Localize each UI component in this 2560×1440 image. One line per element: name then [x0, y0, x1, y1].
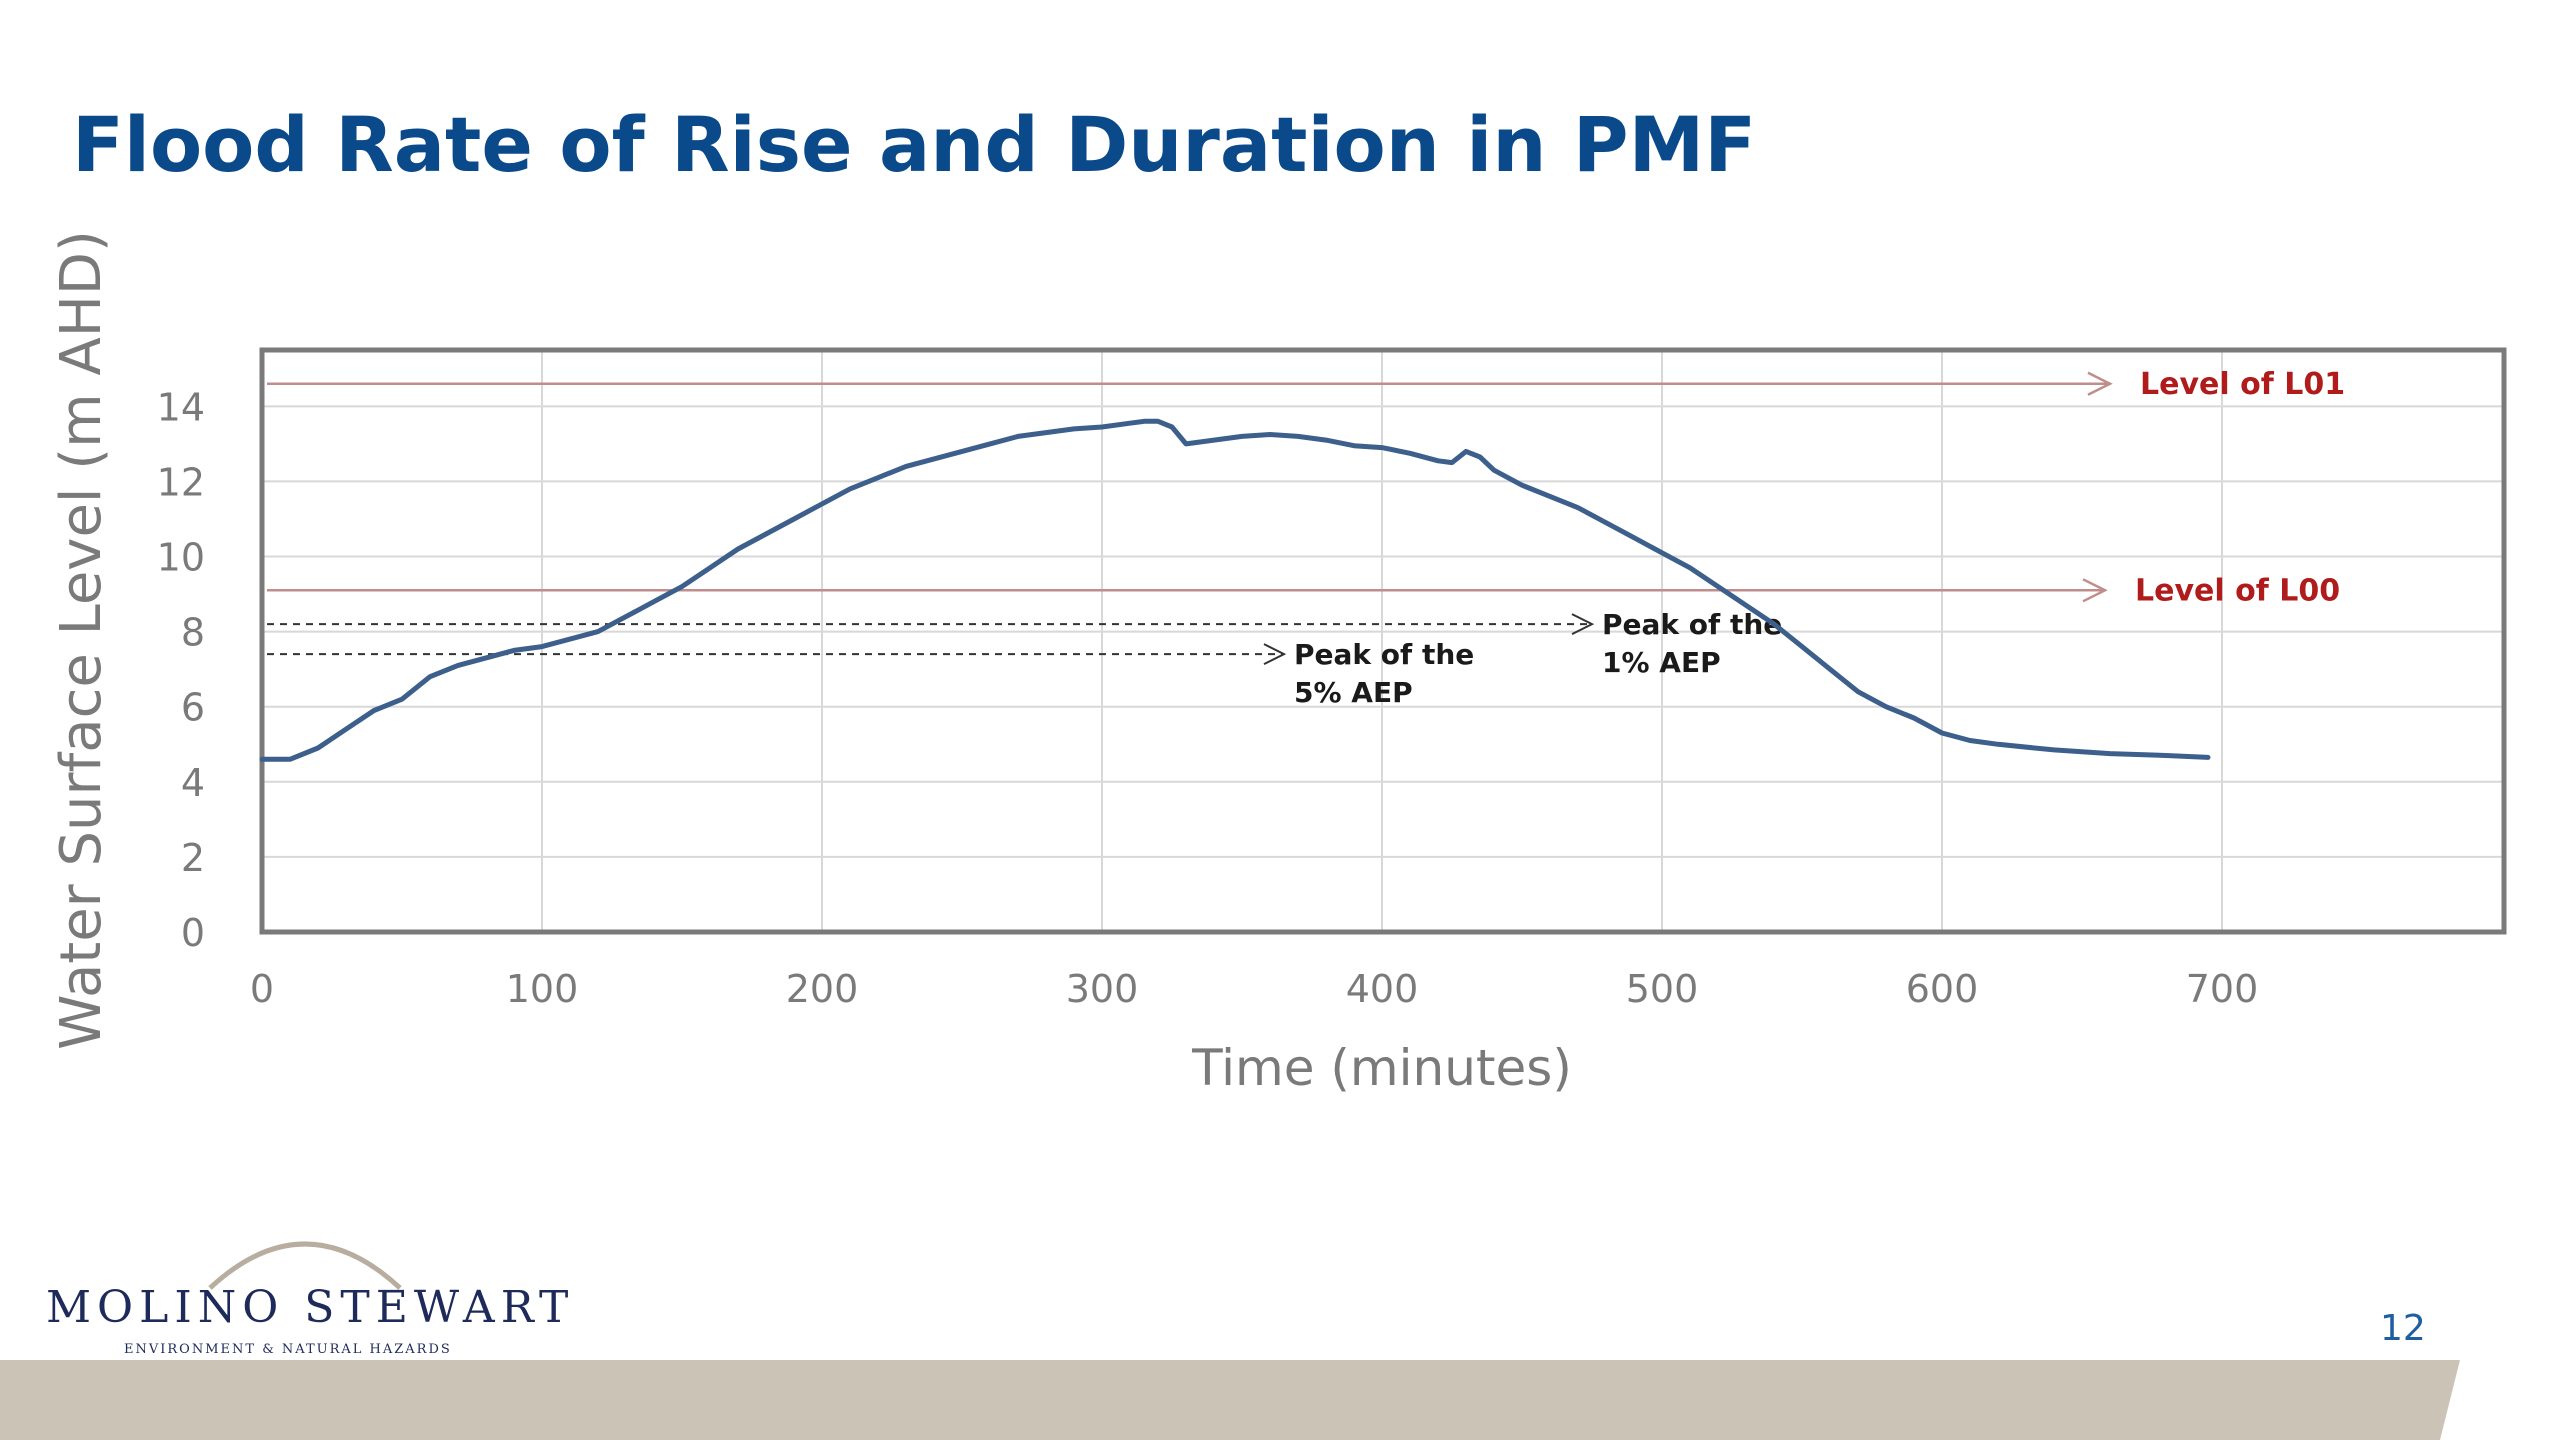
annotations: Peak of the 1% AEP Peak of the 5% AEP: [267, 608, 1782, 709]
reference-lines: Level of L01 Level of L00: [267, 367, 2345, 608]
annotation-label-line1: Peak of the: [1602, 608, 1782, 641]
reference-arrow-icon: [2082, 578, 2108, 603]
logo-wordmark: MOLINO STEWART: [46, 1282, 575, 1333]
y-tick-label: 2: [181, 836, 205, 880]
x-tick-label: 300: [1066, 967, 1139, 1011]
annotation-arrow-icon: [1571, 613, 1595, 635]
y-tick-label: 10: [157, 536, 205, 580]
footer-band: [0, 1360, 2460, 1440]
annotation-label-line2: 5% AEP: [1294, 676, 1413, 709]
x-tick-label: 400: [1346, 967, 1419, 1011]
x-axis-label: Time (minutes): [1191, 1039, 1572, 1097]
x-tick-label: 600: [1906, 967, 1979, 1011]
y-tick-label: 14: [157, 385, 205, 429]
annotation-label-line2: 1% AEP: [1602, 646, 1721, 679]
logo-tagline: ENVIRONMENT & NATURAL HAZARDS: [124, 1342, 452, 1357]
annotation-label-line1: Peak of the: [1294, 638, 1474, 671]
page-number: 12: [2380, 1308, 2426, 1349]
y-tick-label: 0: [181, 911, 205, 955]
x-tick-label: 100: [506, 967, 579, 1011]
x-tick-label: 200: [786, 967, 859, 1011]
reference-label: Level of L01: [2140, 367, 2345, 402]
x-tick-label: 700: [2186, 967, 2259, 1011]
x-tick-label: 0: [250, 967, 274, 1011]
y-axis-label: Water Surface Level (m AHD): [49, 230, 114, 1050]
y-tick-label: 6: [181, 686, 205, 730]
slide-title: Flood Rate of Rise and Duration in PMF: [72, 100, 1757, 189]
y-tick-label: 8: [181, 611, 205, 655]
reference-label: Level of L00: [2135, 573, 2340, 608]
chart-gridlines: [262, 350, 2504, 933]
annotation-arrow-icon: [1263, 643, 1287, 666]
company-logo: MOLINO STEWART ENVIRONMENT & NATURAL HAZ…: [40, 1230, 568, 1357]
plot-area-frame: [259, 347, 2507, 935]
x-tick-label: 500: [1626, 967, 1699, 1011]
reference-arrow-icon: [2087, 371, 2113, 396]
water-level-series-line: [259, 418, 2211, 762]
y-tick-label: 12: [157, 460, 205, 504]
y-tick-label: 4: [181, 761, 205, 805]
logo-arc-icon: [208, 1241, 402, 1290]
axis-tick-labels: 0 2 4 6 8 10 12 14 0 100 200 300 400 500 600 700: [157, 385, 2259, 1011]
